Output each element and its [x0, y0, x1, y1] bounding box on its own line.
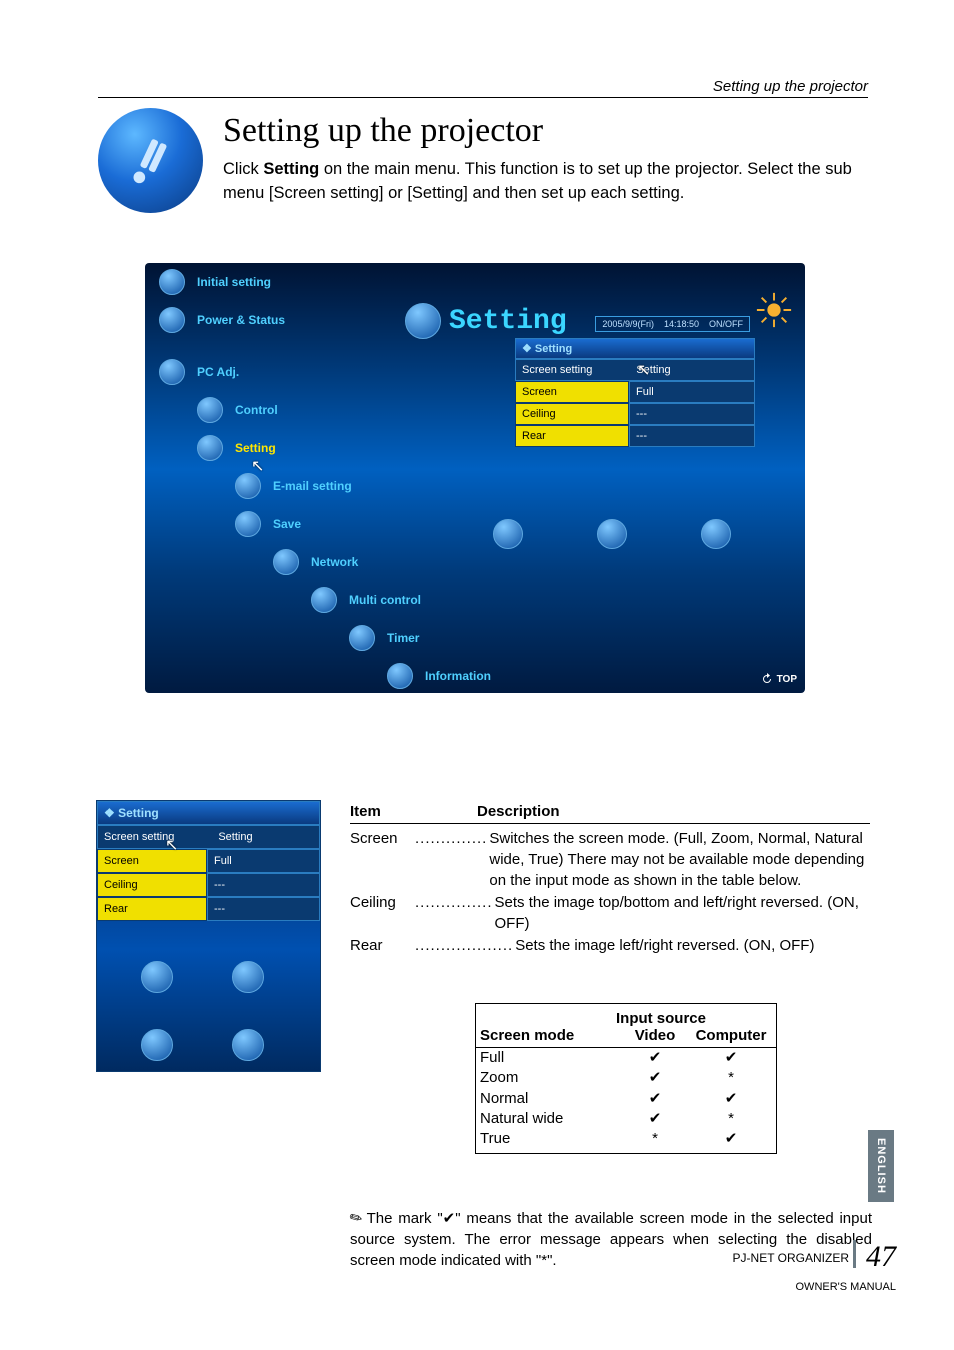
setting-panel: ❖ Setting Screen setting Setting ScreenF… — [515, 338, 755, 447]
refresh-icon — [761, 673, 773, 685]
table-row: Zoom✔* — [476, 1068, 776, 1088]
bottom-icon-row — [493, 519, 805, 549]
save-icon — [235, 511, 261, 537]
sidebar-item-timer[interactable]: Timer — [145, 619, 445, 657]
panel-tabs[interactable]: Screen setting Setting — [97, 825, 320, 849]
info-icon — [387, 663, 413, 689]
multi-icon — [311, 587, 337, 613]
panel-row-rear[interactable]: Rear--- — [97, 897, 320, 921]
setting-big-icon — [405, 303, 441, 339]
save-icon[interactable] — [141, 1029, 173, 1061]
pc-icon — [159, 359, 185, 385]
top-link[interactable]: TOP — [761, 673, 797, 685]
table-row: Full✔✔ — [476, 1048, 776, 1068]
mail-icon[interactable] — [141, 961, 173, 993]
desc-row-rear: Rear...................Sets the image le… — [350, 935, 870, 956]
language-tab: ENGLISH — [868, 1130, 894, 1202]
mail-icon — [235, 473, 261, 499]
panel-tabs[interactable]: Screen setting Setting — [515, 359, 755, 381]
desc-row-ceiling: Ceiling...............Sets the image top… — [350, 892, 870, 934]
sidebar-item-save[interactable]: Save — [145, 505, 445, 543]
table-row: Normal✔✔ — [476, 1089, 776, 1109]
table-row: True*✔ — [476, 1129, 776, 1153]
header-breadcrumb: Setting up the projector — [98, 78, 868, 98]
panel-header: ❖ Setting — [97, 801, 320, 825]
setting-icon[interactable] — [701, 519, 731, 549]
sun-icon — [755, 291, 793, 329]
sidebar-item-email[interactable]: E-mail setting — [145, 467, 445, 505]
pencil-icon: ✎ — [346, 1206, 367, 1230]
timer-icon — [349, 625, 375, 651]
page-footer: PJ-NET ORGANIZER47 OWNER'S MANUAL — [733, 1236, 896, 1295]
panel-row-screen[interactable]: ScreenFull — [97, 849, 320, 873]
tab-screen-setting[interactable]: Screen setting — [104, 831, 174, 843]
gear-icon[interactable] — [232, 1029, 264, 1061]
sidebar-item-initial[interactable]: Initial setting — [145, 263, 445, 301]
detail-screenshot: ❖ Setting Screen setting Setting ScreenF… — [96, 800, 321, 1072]
intro-text: Click Setting on the main menu. This fun… — [223, 158, 868, 206]
setting-icon — [197, 435, 223, 461]
sidebar-item-control[interactable]: Control — [145, 391, 445, 429]
panel-row-ceiling[interactable]: Ceiling--- — [97, 873, 320, 897]
network-icon — [273, 549, 299, 575]
desc-row-screen: Screen..............Switches the screen … — [350, 828, 870, 891]
screen-mode-table: Input source Screen modeVideoComputer Fu… — [475, 1003, 777, 1154]
page-title: Setting up the projector — [223, 112, 868, 150]
tab-setting[interactable]: Setting — [636, 364, 670, 376]
control-icon — [197, 397, 223, 423]
panel-row-screen[interactable]: ScreenFull — [515, 381, 755, 403]
sidebar-item-pcadj[interactable]: PC Adj. — [145, 353, 445, 391]
panel-header: ❖ Setting — [515, 338, 755, 359]
table-row: Natural wide✔* — [476, 1109, 776, 1129]
panel-title: Setting — [405, 303, 567, 339]
date-time-box: 2005/9/9(Fri)14:18:50ON/OFF — [595, 316, 750, 332]
tab-setting[interactable]: Setting — [218, 831, 252, 843]
sidebar-item-setting[interactable]: Setting — [145, 429, 445, 467]
main-screenshot: Initial setting Power & Status PC Adj. C… — [145, 263, 805, 693]
panel-row-rear[interactable]: Rear--- — [515, 425, 755, 447]
sidebar-item-info[interactable]: Information — [145, 657, 445, 693]
gear-icon — [159, 269, 185, 295]
save-icon[interactable] — [493, 519, 523, 549]
panel-row-ceiling[interactable]: Ceiling--- — [515, 403, 755, 425]
sidebar: Initial setting Power & Status PC Adj. C… — [145, 263, 445, 693]
mail-icon[interactable] — [597, 519, 627, 549]
sidebar-item-power[interactable]: Power & Status — [145, 301, 445, 339]
setting-icon[interactable] — [232, 961, 264, 993]
description-table: ItemDescription Screen..............Swit… — [350, 803, 870, 957]
sidebar-item-network[interactable]: Network — [145, 543, 445, 581]
power-icon — [159, 307, 185, 333]
sidebar-item-multi[interactable]: Multi control — [145, 581, 445, 619]
tab-screen-setting[interactable]: Screen setting — [522, 364, 592, 376]
